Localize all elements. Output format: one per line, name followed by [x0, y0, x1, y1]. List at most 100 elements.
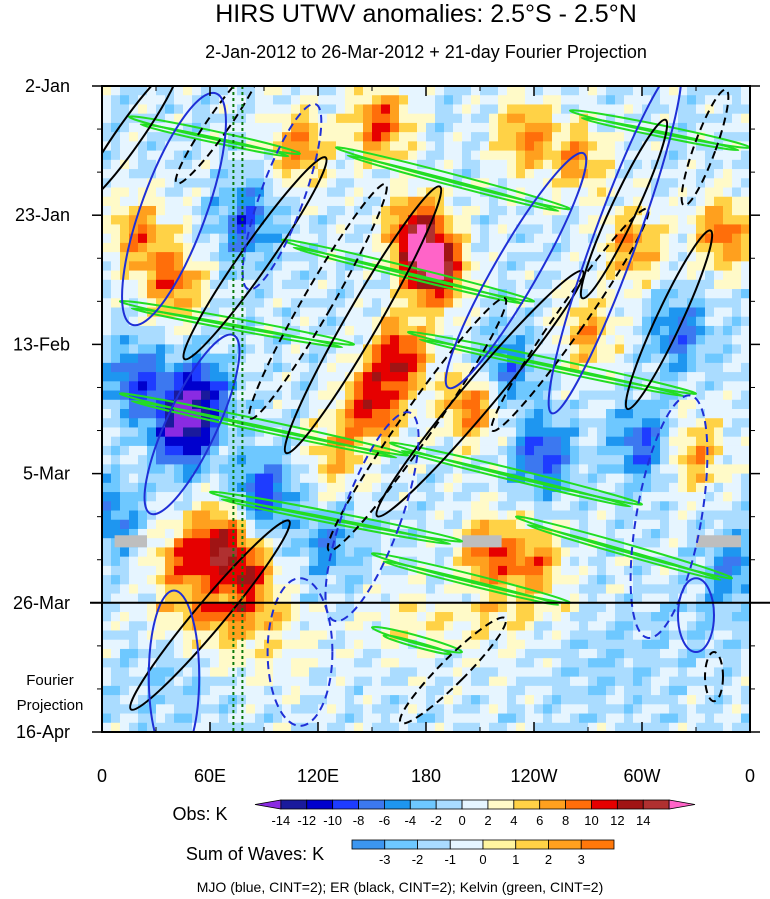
heatmap-cell: [138, 104, 148, 115]
heatmap-cell: [255, 565, 265, 576]
heatmap-cell: [120, 436, 130, 447]
heatmap-cell: [480, 501, 490, 512]
heatmap-cell: [192, 381, 202, 392]
heatmap-cell: [426, 279, 436, 290]
heatmap-cell: [417, 178, 427, 189]
heatmap-cell: [390, 658, 400, 668]
heatmap-cell: [489, 565, 499, 576]
heatmap-cell: [264, 104, 274, 115]
heatmap-cell: [183, 602, 193, 613]
heatmap-cell: [246, 648, 256, 659]
heatmap-cell: [732, 279, 742, 290]
heatmap-cell: [327, 695, 337, 705]
heatmap-cell: [156, 233, 166, 244]
heatmap-cell: [165, 86, 175, 96]
heatmap-cell: [669, 464, 679, 475]
heatmap-cell: [174, 519, 184, 530]
heatmap-cell: [606, 427, 616, 438]
heatmap-cell: [282, 95, 292, 106]
heatmap-cell: [120, 630, 130, 641]
heatmap-cell: [372, 464, 382, 475]
heatmap-cell: [696, 399, 706, 410]
heatmap-cell: [678, 630, 688, 641]
heatmap-cell: [381, 464, 391, 475]
heatmap-cell: [138, 621, 148, 632]
heatmap-cell: [570, 593, 580, 604]
heatmap-cell: [102, 418, 112, 429]
heatmap-cell: [624, 473, 634, 484]
heatmap-cell: [291, 713, 301, 724]
heatmap-cell: [615, 150, 625, 161]
heatmap-cell: [336, 104, 346, 115]
heatmap-cell: [489, 233, 499, 244]
heatmap-cell: [264, 482, 274, 493]
heatmap-cell: [570, 565, 580, 576]
heatmap-cell: [219, 556, 229, 567]
heatmap-cell: [282, 492, 292, 502]
heatmap-cell: [588, 289, 598, 299]
heatmap-cell: [390, 704, 400, 715]
heatmap-cell: [633, 676, 643, 687]
heatmap-cell: [651, 556, 661, 567]
heatmap-cell: [579, 621, 589, 632]
heatmap-cell: [597, 565, 607, 576]
heatmap-cell: [192, 473, 202, 484]
heatmap-cell: [444, 344, 454, 355]
heatmap-cell: [606, 436, 616, 447]
heatmap-cell: [399, 132, 409, 142]
heatmap-cell: [390, 612, 400, 622]
heatmap-cell: [606, 196, 616, 207]
heatmap-cell: [381, 648, 391, 659]
heatmap-cell: [489, 612, 499, 622]
heatmap-cell: [363, 113, 373, 124]
heatmap-cell: [687, 648, 697, 659]
heatmap-cell: [345, 104, 355, 115]
heatmap-cell: [507, 676, 517, 687]
heatmap-cell: [444, 381, 454, 392]
heatmap-cell: [408, 519, 418, 530]
heatmap-cell: [489, 445, 499, 456]
heatmap-cell: [588, 667, 598, 678]
heatmap-cell: [174, 159, 184, 170]
heatmap-cell: [345, 113, 355, 124]
heatmap-cell: [534, 547, 544, 558]
heatmap-cell: [669, 584, 679, 595]
heatmap-cell: [102, 104, 112, 115]
heatmap-cell: [741, 252, 750, 262]
heatmap-cell: [606, 215, 616, 226]
heatmap-cell: [462, 639, 472, 650]
heatmap-cell: [120, 658, 130, 668]
heatmap-cell: [273, 455, 283, 465]
heatmap-cell: [354, 215, 364, 226]
heatmap-cell: [714, 242, 724, 253]
heatmap-cell: [426, 538, 436, 549]
heatmap-cell: [273, 464, 283, 475]
heatmap-cell: [507, 399, 517, 410]
heatmap-cell: [543, 187, 553, 198]
heatmap-cell: [264, 150, 274, 161]
heatmap-cell: [102, 501, 112, 512]
heatmap-cell: [417, 464, 427, 475]
heatmap-cell: [291, 399, 301, 410]
heatmap-cell: [480, 602, 490, 613]
heatmap-cell: [570, 298, 580, 309]
heatmap-cell: [588, 353, 598, 364]
heatmap-cell: [642, 455, 652, 465]
heatmap-cell: [660, 307, 670, 318]
heatmap-cell: [507, 648, 517, 659]
heatmap-cell: [642, 547, 652, 558]
heatmap-cell: [651, 658, 661, 668]
heatmap-cell: [507, 141, 517, 152]
heatmap-cell: [534, 418, 544, 429]
heatmap-cell: [264, 528, 274, 539]
heatmap-cell: [561, 722, 571, 732]
heatmap-cell: [561, 445, 571, 456]
heatmap-cell: [597, 399, 607, 410]
heatmap-cell: [597, 519, 607, 530]
heatmap-cell: [264, 316, 274, 327]
heatmap-cell: [147, 418, 157, 429]
heatmap-cell: [561, 252, 571, 262]
heatmap-cell: [147, 252, 157, 262]
heatmap-cell: [246, 178, 256, 189]
